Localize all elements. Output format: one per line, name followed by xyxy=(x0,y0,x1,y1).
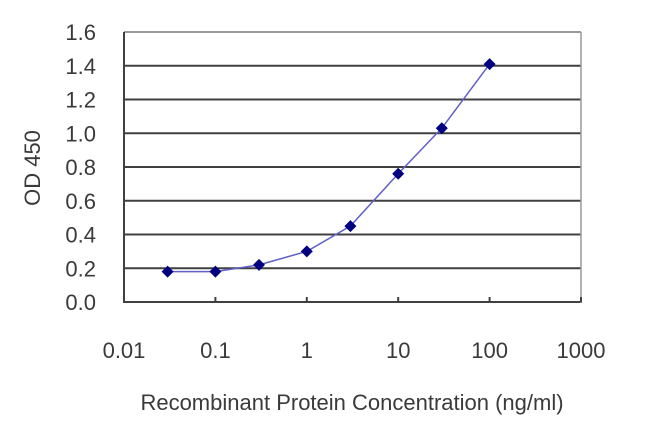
diamond-marker xyxy=(209,265,222,278)
diamond-marker xyxy=(161,265,174,278)
y-tick-label: 0.6 xyxy=(65,189,96,214)
x-tick-label: 0.01 xyxy=(103,338,146,363)
y-tick-label: 0.8 xyxy=(65,155,96,180)
y-axis-title: OD 450 xyxy=(20,130,45,206)
x-tick-label: 1000 xyxy=(557,338,606,363)
data-markers xyxy=(161,58,496,278)
diamond-marker xyxy=(392,167,405,180)
x-tick-label: 0.1 xyxy=(200,338,231,363)
series-line xyxy=(167,63,491,273)
diamond-marker xyxy=(435,122,448,135)
y-tick-label: 1.0 xyxy=(65,121,96,146)
y-tick-label: 0.4 xyxy=(65,223,96,248)
x-tick-label: 10 xyxy=(386,338,410,363)
axes xyxy=(123,32,582,303)
y-tick-label: 0.0 xyxy=(65,290,96,315)
diamond-marker xyxy=(344,220,357,233)
x-tick-label: 100 xyxy=(471,338,508,363)
diamond-marker xyxy=(300,245,313,258)
gridlines xyxy=(124,31,581,270)
y-tick-label: 1.4 xyxy=(65,54,96,79)
x-tick-labels: 0.01 0.1 1 10 100 1000 xyxy=(103,338,606,363)
y-tick-labels: 0.0 0.2 0.4 0.6 0.8 1.0 1.2 1.4 1.6 xyxy=(65,20,96,315)
y-tick-label: 1.2 xyxy=(65,88,96,113)
y-tick-label: 0.2 xyxy=(65,256,96,281)
y-tick-label: 1.6 xyxy=(65,20,96,45)
x-axis-title: Recombinant Protein Concentration (ng/ml… xyxy=(140,390,563,415)
diamond-marker xyxy=(253,258,266,271)
diamond-marker xyxy=(483,58,496,71)
x-tick-label: 1 xyxy=(301,338,313,363)
